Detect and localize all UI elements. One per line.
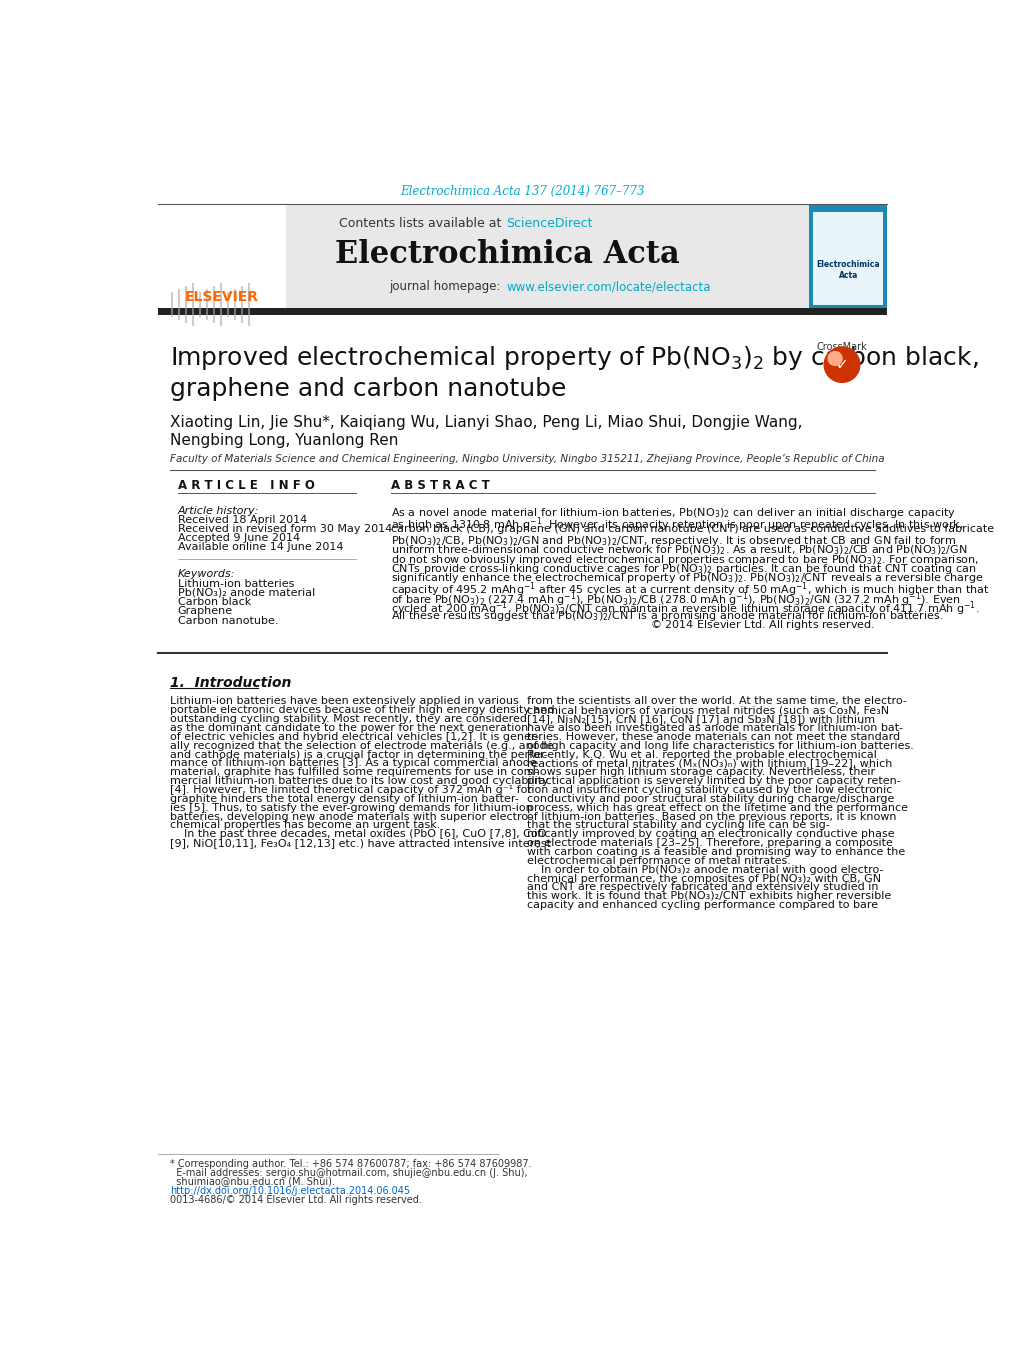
Text: graphene and carbon nanotube: graphene and carbon nanotube — [170, 377, 566, 401]
Text: process, which has great effect on the lifetime and the performance: process, which has great effect on the l… — [526, 802, 907, 813]
Text: capacity of 495.2 mAhg$^{-1}$ after 45 cycles at a current density of 50 mAg$^{-: capacity of 495.2 mAhg$^{-1}$ after 45 c… — [390, 581, 988, 600]
Text: A B S T R A C T: A B S T R A C T — [390, 480, 489, 492]
Text: conductivity and poor structural stability during charge/discharge: conductivity and poor structural stabili… — [526, 794, 893, 804]
Text: Carbon nanotube.: Carbon nanotube. — [177, 616, 278, 626]
Text: In the past three decades, metal oxides (PbO [6], CuO [7,8], CoO: In the past three decades, metal oxides … — [170, 830, 546, 839]
Text: ✓: ✓ — [835, 357, 848, 372]
Text: Article history:: Article history: — [177, 505, 259, 516]
Text: 0013-4686/© 2014 Elsevier Ltd. All rights reserved.: 0013-4686/© 2014 Elsevier Ltd. All right… — [170, 1194, 422, 1205]
Text: mercial lithium-ion batteries due to its low cost and good cyclability: mercial lithium-ion batteries due to its… — [170, 777, 548, 786]
Text: $\copyright$ 2014 Elsevier Ltd. All rights reserved.: $\copyright$ 2014 Elsevier Ltd. All righ… — [650, 619, 874, 632]
Text: Faculty of Materials Science and Chemical Engineering, Ningbo University, Ningbo: Faculty of Materials Science and Chemica… — [170, 454, 883, 465]
Text: ies [5]. Thus, to satisfy the ever-growing demands for lithium-ion: ies [5]. Thus, to satisfy the ever-growi… — [170, 802, 532, 813]
Text: journal homepage:: journal homepage: — [389, 281, 504, 293]
Text: [4]. However, the limited theoretical capacity of 372 mAh g⁻¹ for: [4]. However, the limited theoretical ca… — [170, 785, 532, 794]
Text: that the structural stability and cycling life can be sig-: that the structural stability and cyclin… — [526, 820, 828, 831]
Text: do not show obviously improved electrochemical properties compared to bare Pb(NO: do not show obviously improved electroch… — [390, 553, 978, 566]
Text: Pb(NO$_3$)$_2$/CB, Pb(NO$_3$)$_2$/GN and Pb(NO$_3$)$_2$/CNT, respectively. It is: Pb(NO$_3$)$_2$/CB, Pb(NO$_3$)$_2$/GN and… — [390, 534, 956, 547]
Text: 1.  Introduction: 1. Introduction — [170, 677, 291, 690]
Text: CrossMark: CrossMark — [816, 342, 866, 351]
Circle shape — [827, 351, 842, 365]
Text: tion and insufficient cycling stability caused by the low electronic: tion and insufficient cycling stability … — [526, 785, 892, 794]
Text: nificantly improved by coating an electronically conductive phase: nificantly improved by coating an electr… — [526, 830, 894, 839]
Text: shuimiao@nbu.edu.cn (M. Shui).: shuimiao@nbu.edu.cn (M. Shui). — [170, 1177, 334, 1186]
Text: shows super high lithium storage capacity. Nevertheless, their: shows super high lithium storage capacit… — [526, 767, 874, 777]
Text: chemical performance, the composites of Pb(NO₃)₂ with CB, GN: chemical performance, the composites of … — [526, 874, 879, 884]
Text: capacity and enhanced cycling performance compared to bare: capacity and enhanced cycling performanc… — [526, 900, 877, 911]
Text: Lithium-ion batteries have been extensively applied in various: Lithium-ion batteries have been extensiv… — [170, 697, 519, 707]
Text: All these results suggest that Pb(NO$_3$)$_2$/CNT is a promising anode material : All these results suggest that Pb(NO$_3$… — [390, 609, 943, 623]
Text: A R T I C L E   I N F O: A R T I C L E I N F O — [177, 480, 315, 492]
Text: electrochemical performance of metal nitrates.: electrochemical performance of metal nit… — [526, 857, 790, 866]
Text: outstanding cycling stability. Most recently, they are considered: outstanding cycling stability. Most rece… — [170, 715, 527, 724]
Text: batteries, developing new anode materials with superior electro-: batteries, developing new anode material… — [170, 812, 532, 821]
Text: Recently, K.Q. Wu et al. reported the probable electrochemical: Recently, K.Q. Wu et al. reported the pr… — [526, 750, 875, 759]
Text: and CNT are respectively fabricated and extensively studied in: and CNT are respectively fabricated and … — [526, 882, 877, 893]
Text: practical application is severely limited by the poor capacity reten-: practical application is severely limite… — [526, 777, 900, 786]
Text: of lithium-ion batteries. Based on the previous reports, it is known: of lithium-ion batteries. Based on the p… — [526, 812, 896, 821]
Text: Improved electrochemical property of Pb(NO$_3$)$_2$ by carbon black,: Improved electrochemical property of Pb(… — [170, 345, 978, 373]
Text: Lithium-ion batteries: Lithium-ion batteries — [177, 578, 293, 589]
Text: mance of lithium-ion batteries [3]. As a typical commercial anode: mance of lithium-ion batteries [3]. As a… — [170, 758, 536, 769]
Text: significantly enhance the electrochemical property of Pb(NO$_3$)$_2$. Pb(NO$_3$): significantly enhance the electrochemica… — [390, 571, 982, 585]
Text: [14], Ni₃N₂[15], CrN [16], CoN [17] and Sb₃N [18]) with lithium: [14], Ni₃N₂[15], CrN [16], CoN [17] and … — [526, 715, 874, 724]
FancyBboxPatch shape — [158, 204, 286, 308]
Text: as the dominant candidate to the power for the next generation: as the dominant candidate to the power f… — [170, 723, 528, 734]
Text: Nengbing Long, Yuanlong Ren: Nengbing Long, Yuanlong Ren — [170, 432, 398, 447]
Text: portable electronic devices because of their high energy density and: portable electronic devices because of t… — [170, 705, 554, 716]
Text: of electric vehicles and hybrid electrical vehicles [1,2]. It is gener-: of electric vehicles and hybrid electric… — [170, 732, 538, 742]
Text: of high capacity and long life characteristics for lithium-ion batteries.: of high capacity and long life character… — [526, 740, 913, 751]
Text: CNTs provide cross-linking conductive cages for Pb(NO$_3$)$_2$ particles. It can: CNTs provide cross-linking conductive ca… — [390, 562, 975, 576]
Text: from the scientists all over the world. At the same time, the electro-: from the scientists all over the world. … — [526, 697, 906, 707]
Text: Xiaoting Lin, Jie Shu*, Kaiqiang Wu, Lianyi Shao, Peng Li, Miao Shui, Dongjie Wa: Xiaoting Lin, Jie Shu*, Kaiqiang Wu, Lia… — [170, 415, 802, 430]
Text: Electrochimica Acta: Electrochimica Acta — [334, 239, 679, 270]
Circle shape — [823, 347, 859, 382]
Text: As a novel anode material for lithium-ion batteries, Pb(NO$_3$)$_2$ can deliver : As a novel anode material for lithium-io… — [390, 505, 955, 520]
Text: have also been investigated as anode materials for lithium-ion bat-: have also been investigated as anode mat… — [526, 723, 902, 734]
Text: on electrode materials [23–25]. Therefore, preparing a composite: on electrode materials [23–25]. Therefor… — [526, 838, 892, 848]
Text: Electrochimica
Acta: Electrochimica Acta — [815, 261, 879, 280]
Text: Graphene: Graphene — [177, 607, 232, 616]
Text: ELSEVIER: ELSEVIER — [184, 290, 259, 304]
Text: * Corresponding author. Tel.: +86 574 87600787; fax: +86 574 87609987.: * Corresponding author. Tel.: +86 574 87… — [170, 1159, 531, 1169]
Text: In order to obtain Pb(NO₃)₂ anode material with good electro-: In order to obtain Pb(NO₃)₂ anode materi… — [526, 865, 882, 874]
FancyBboxPatch shape — [158, 308, 887, 315]
Text: Accepted 9 June 2014: Accepted 9 June 2014 — [177, 534, 300, 543]
Text: ScienceDirect: ScienceDirect — [506, 218, 592, 230]
Text: www.elsevier.com/locate/electacta: www.elsevier.com/locate/electacta — [506, 281, 710, 293]
Text: reactions of metal nitrates (Mₓ(NO₃)ₙ) with lithium [19–22], which: reactions of metal nitrates (Mₓ(NO₃)ₙ) w… — [526, 758, 892, 769]
Text: this work. It is found that Pb(NO₃)₂/CNT exhibits higher reversible: this work. It is found that Pb(NO₃)₂/CNT… — [526, 892, 890, 901]
Text: chemical behaviors of various metal nitrides (such as Co₃N, Fe₃N: chemical behaviors of various metal nitr… — [526, 705, 888, 716]
FancyBboxPatch shape — [809, 204, 887, 308]
FancyBboxPatch shape — [158, 204, 809, 308]
Text: as high as 1310.8 mAh g$^{-1}$. However, its capacity retention is poor upon rep: as high as 1310.8 mAh g$^{-1}$. However,… — [390, 515, 963, 534]
Text: with carbon coating is a feasible and promising way to enhance the: with carbon coating is a feasible and pr… — [526, 847, 904, 857]
Text: Keywords:: Keywords: — [177, 569, 235, 578]
Text: ally recognized that the selection of electrode materials (e.g., anode: ally recognized that the selection of el… — [170, 740, 553, 751]
Text: Contents lists available at: Contents lists available at — [338, 218, 504, 230]
Text: Electrochimica Acta 137 (2014) 767–773: Electrochimica Acta 137 (2014) 767–773 — [400, 185, 644, 197]
Text: Received 18 April 2014: Received 18 April 2014 — [177, 515, 307, 524]
Text: of bare Pb(NO$_3$)$_2$ (227.4 mAh g$^{-1}$), Pb(NO$_3$)$_2$/CB (278.0 mAh g$^{-1: of bare Pb(NO$_3$)$_2$ (227.4 mAh g$^{-1… — [390, 590, 960, 609]
Text: uniform three-dimensional conductive network for Pb(NO$_3$)$_2$. As a result, Pb: uniform three-dimensional conductive net… — [390, 543, 967, 557]
Text: graphite hinders the total energy density of lithium-ion batter-: graphite hinders the total energy densit… — [170, 794, 519, 804]
Text: carbon black (CB), graphene (GN) and carbon nanotube (CNT) are used as conductiv: carbon black (CB), graphene (GN) and car… — [390, 524, 994, 535]
Text: chemical properties has become an urgent task.: chemical properties has become an urgent… — [170, 820, 440, 831]
Text: cycled at 200 mAg$^{-1}$, Pb(NO$_3$)$_2$/CNT can maintain a reversible lithium s: cycled at 200 mAg$^{-1}$, Pb(NO$_3$)$_2$… — [390, 600, 978, 617]
Text: and cathode materials) is a crucial factor in determining the perfor-: and cathode materials) is a crucial fact… — [170, 750, 547, 759]
Text: E-mail addresses: sergio.shu@hotmail.com, shujie@nbu.edu.cn (J. Shu),: E-mail addresses: sergio.shu@hotmail.com… — [170, 1167, 527, 1178]
Text: Available online 14 June 2014: Available online 14 June 2014 — [177, 543, 343, 553]
Text: Pb(NO₃)₂ anode material: Pb(NO₃)₂ anode material — [177, 588, 315, 598]
FancyBboxPatch shape — [812, 212, 882, 304]
Text: [9], NiO[10,11], Fe₃O₄ [12,13] etc.) have attracted intensive interest: [9], NiO[10,11], Fe₃O₄ [12,13] etc.) hav… — [170, 838, 550, 848]
Text: Carbon black: Carbon black — [177, 597, 251, 607]
Text: material, graphite has fulfilled some requirements for use in com-: material, graphite has fulfilled some re… — [170, 767, 538, 777]
Text: teries. However, these anode materials can not meet the standard: teries. However, these anode materials c… — [526, 732, 899, 742]
Text: http://dx.doi.org/10.1016/j.electacta.2014.06.045: http://dx.doi.org/10.1016/j.electacta.20… — [170, 1186, 410, 1196]
Text: Received in revised form 30 May 2014: Received in revised form 30 May 2014 — [177, 524, 391, 534]
